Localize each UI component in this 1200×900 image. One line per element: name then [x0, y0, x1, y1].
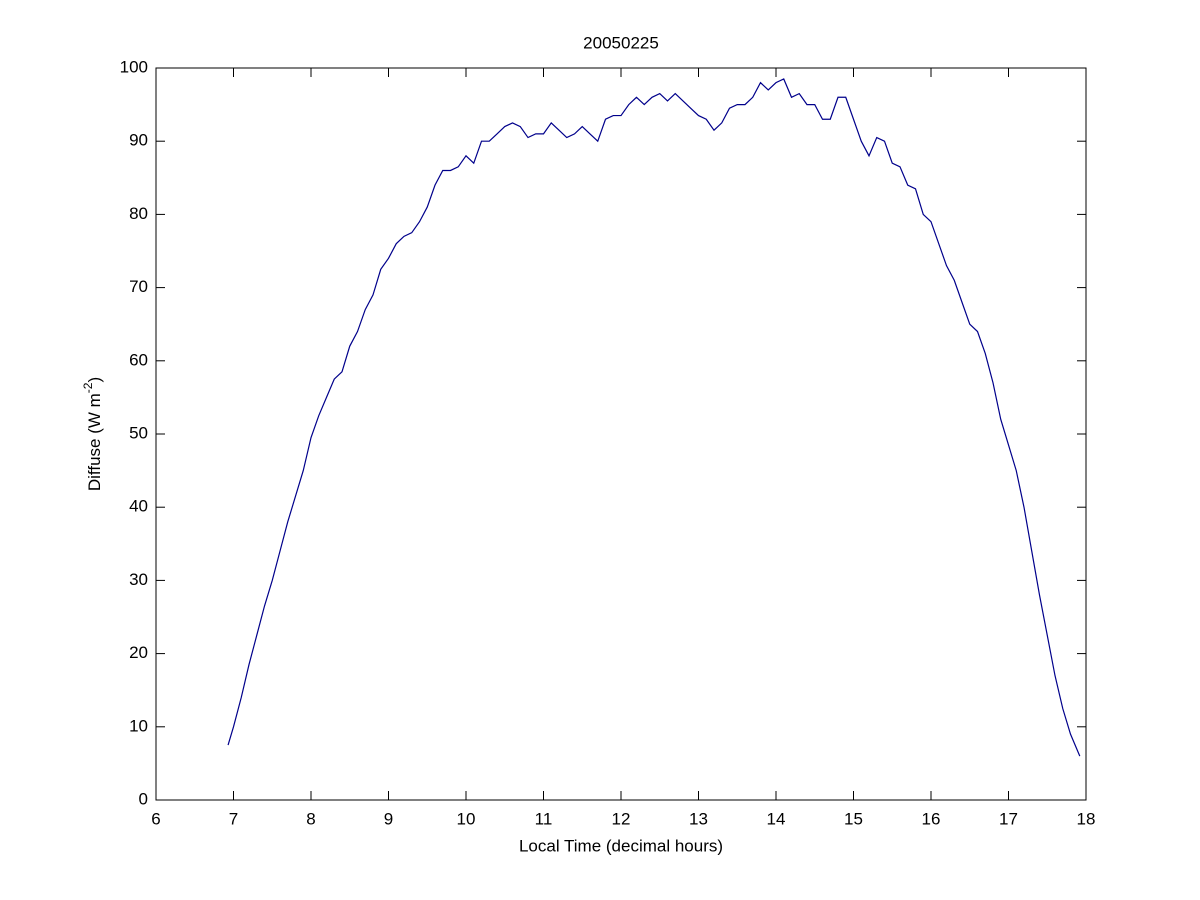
x-tick-label: 14 [767, 809, 786, 828]
y-tick-label: 60 [129, 350, 148, 369]
x-tick-label: 17 [999, 809, 1018, 828]
y-axis-label: Diffuse (W m-2) [81, 377, 104, 491]
x-tick-label: 7 [229, 809, 238, 828]
chart-title: 20050225 [583, 33, 659, 52]
y-label-text: Diffuse (W m [85, 393, 104, 491]
x-tick-label: 6 [151, 809, 160, 828]
y-tick-label: 100 [120, 57, 148, 76]
x-tick-label: 12 [612, 809, 631, 828]
y-tick-label: 80 [129, 204, 148, 223]
y-tick-label: 50 [129, 423, 148, 442]
x-tick-label: 16 [922, 809, 941, 828]
y-tick-label: 10 [129, 716, 148, 735]
y-tick-label: 90 [129, 131, 148, 150]
x-tick-label: 15 [844, 809, 863, 828]
x-tick-label: 8 [306, 809, 315, 828]
x-tick-label: 10 [457, 809, 476, 828]
y-label-superscript: -2 [81, 382, 95, 393]
y-tick-label: 30 [129, 570, 148, 589]
y-tick-label: 70 [129, 277, 148, 296]
x-tick-label: 18 [1077, 809, 1096, 828]
x-axis-label: Local Time (decimal hours) [519, 836, 723, 855]
y-tick-label: 40 [129, 497, 148, 516]
x-tick-label: 9 [384, 809, 393, 828]
data-line [227, 78, 1081, 757]
y-tick-label: 20 [129, 643, 148, 662]
x-tick-label: 13 [689, 809, 708, 828]
y-tick-label: 0 [139, 789, 148, 808]
x-tick-label: 11 [535, 809, 553, 828]
axes-box [155, 67, 1087, 801]
y-label-suffix: ) [85, 377, 104, 383]
